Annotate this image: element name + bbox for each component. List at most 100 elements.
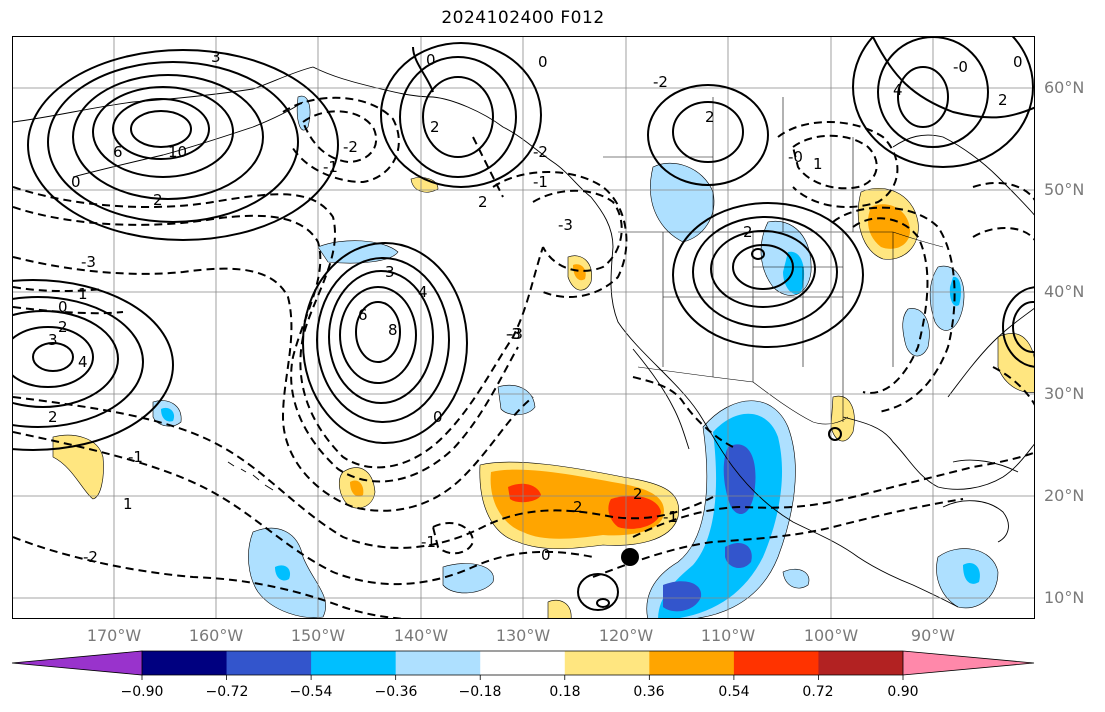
map-panel[interactable]: 3 6 10 0 2 -1 -2 -3 2 0 2 0 -2 -1 -3 -3 … <box>12 36 1035 619</box>
contour-label: 2 <box>573 498 583 516</box>
border-layer <box>603 97 944 425</box>
contour-labels: 3 6 10 0 2 -1 -2 -3 2 0 2 0 -2 -1 -3 -3 … <box>48 48 1023 566</box>
contour-line <box>13 306 124 315</box>
contour-label: 2 <box>705 108 715 126</box>
contour-label: 4 <box>418 283 428 301</box>
contour-label: -1 <box>533 173 548 191</box>
us-mexico-border <box>637 366 849 425</box>
canada-province-borders <box>603 97 854 232</box>
contour-label: -3 <box>508 325 523 343</box>
contour-line <box>412 46 434 93</box>
contour-line <box>596 598 610 608</box>
contour-line <box>339 286 417 384</box>
contour-line <box>710 230 816 308</box>
map-canvas: 3 6 10 0 2 -1 -2 -3 2 0 2 0 -2 -1 -3 -3 … <box>13 37 1034 618</box>
anomaly-region <box>830 395 855 442</box>
contour-label: 6 <box>113 143 123 161</box>
contour-line <box>692 216 838 328</box>
contour-line <box>592 498 964 578</box>
contour-line <box>13 326 94 388</box>
contour-label: 0 <box>71 173 81 191</box>
contour-label: 1 <box>123 495 133 513</box>
coastline-east <box>947 307 1034 398</box>
contour-line <box>632 451 1034 538</box>
anomaly-region <box>949 276 961 306</box>
colorbar-tick-label: −0.72 <box>205 684 249 700</box>
contour-line <box>431 522 475 555</box>
contour-line <box>47 61 299 223</box>
contour-label: 3 <box>385 263 395 281</box>
contour-label: -2 <box>343 138 358 156</box>
lat-label: 40°N <box>1044 282 1085 301</box>
hawaii-islands <box>227 461 274 491</box>
contour-label: -2 <box>653 73 668 91</box>
contour-label: -1 <box>128 448 143 466</box>
contour-label: 2 <box>478 193 488 211</box>
anomaly-region <box>868 204 911 249</box>
coastline-gulf <box>842 416 1034 490</box>
lat-label: 20°N <box>1044 486 1085 505</box>
contour-label: -1 <box>663 508 678 526</box>
contour-label: 0 <box>541 546 551 564</box>
anomaly-region <box>497 384 536 416</box>
colorbar-extend-high <box>903 651 1034 675</box>
negative-contours <box>13 96 1034 618</box>
shaded-anomaly-layer <box>52 95 1034 618</box>
contour-line <box>647 84 769 186</box>
anomaly-region <box>997 333 1034 393</box>
contour-label: 4 <box>78 353 88 371</box>
anomaly-region <box>350 480 364 497</box>
contour-line <box>380 42 542 188</box>
contour-line <box>72 74 264 200</box>
contour-line <box>27 49 339 241</box>
anomaly-region <box>783 251 805 295</box>
colorbar-segment <box>818 651 904 675</box>
contour-label: -0 <box>788 148 803 166</box>
colorbar-tick-label: 0.36 <box>633 684 665 700</box>
coastline-baja <box>632 348 690 450</box>
contour-label: 1 <box>78 285 88 303</box>
contour-label: 0 <box>58 298 68 316</box>
contour-line <box>777 121 899 208</box>
contour-line <box>282 96 400 184</box>
lat-label: 10°N <box>1044 588 1085 607</box>
anomaly-region <box>725 542 752 569</box>
contour-line <box>492 171 628 298</box>
colorbar-tick-label: 0.18 <box>549 684 581 700</box>
colorbar <box>11 650 1035 680</box>
coastline-alaska <box>13 66 592 198</box>
contour-label: -0 <box>953 58 968 76</box>
contour-line <box>472 136 504 198</box>
contour-line <box>316 257 450 423</box>
contour-label: 3 <box>48 331 58 349</box>
contour-line <box>632 376 734 448</box>
contour-label: 2 <box>58 318 68 336</box>
lon-label: 130°W <box>495 626 551 645</box>
contour-line <box>1012 301 1034 353</box>
contour-label: 0 <box>433 408 443 426</box>
lon-label: 170°W <box>86 626 142 645</box>
contour-line <box>972 182 1034 201</box>
anomaly-region <box>442 563 494 594</box>
coastline-hudson <box>892 134 1034 216</box>
positive-contours <box>13 37 1034 611</box>
lat-label: 60°N <box>1044 78 1085 97</box>
contour-line <box>130 110 192 148</box>
contour-line <box>32 342 74 372</box>
contour-line <box>13 431 594 586</box>
contour-line <box>355 301 401 363</box>
contour-line <box>897 66 949 128</box>
contour-label: 8 <box>388 321 398 339</box>
contour-line <box>532 189 623 272</box>
contour-line <box>13 296 144 428</box>
anomaly-region <box>663 581 702 612</box>
contour-label: -1 <box>421 533 436 551</box>
contour-label: -3 <box>558 216 573 234</box>
anomaly-region <box>52 434 104 500</box>
coastline-cuba <box>952 459 1019 473</box>
contour-line <box>751 248 765 260</box>
anomaly-region <box>317 240 399 264</box>
colorbar-segment <box>311 651 397 675</box>
colorbar-segment <box>733 651 819 675</box>
contour-label: 1 <box>813 155 823 173</box>
